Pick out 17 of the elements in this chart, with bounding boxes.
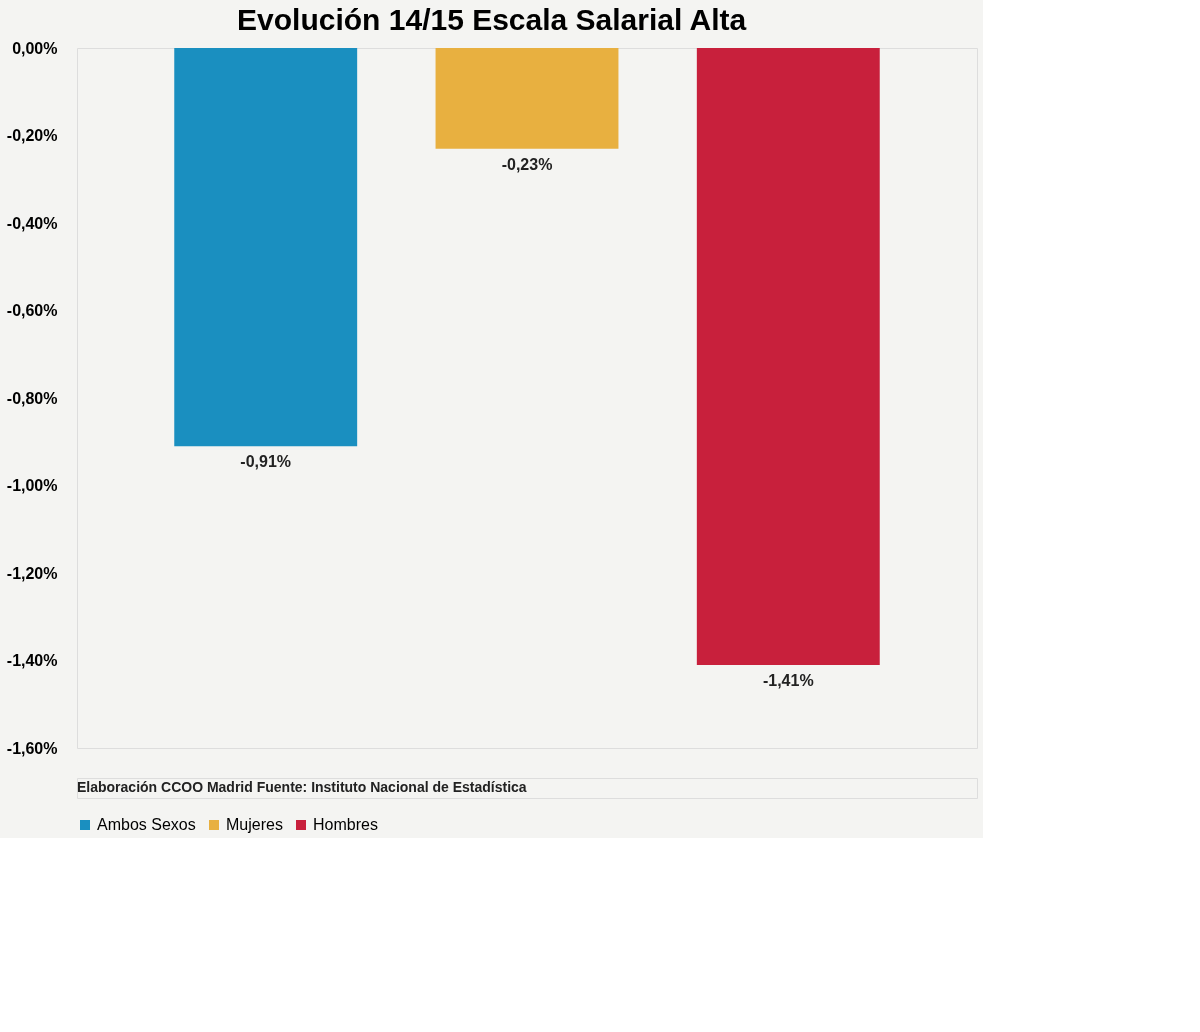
legend-label: Mujeres [226, 816, 283, 833]
y-tick-label: -1,00% [6, 477, 58, 494]
legend-label: Ambos Sexos [97, 816, 196, 833]
data-label: -0,23% [501, 155, 553, 173]
y-tick-label: -0,40% [6, 214, 58, 232]
y-tick-label: -1,60% [6, 739, 58, 757]
y-tick-label: -0,80% [6, 389, 58, 407]
y-tick-label: -1,40% [6, 652, 58, 669]
data-label: -1,41% [762, 671, 814, 689]
chart-title: Evolución 14/15 Escala Salarial Alta [237, 2, 747, 36]
y-tick-label: -1,20% [6, 564, 58, 582]
text: Elaboración CCOO Madrid Fuente: Instituto Nacional de Estadística [77, 779, 527, 795]
y-tick-label: 0,00% [12, 39, 58, 57]
y-tick-label: -0,20% [6, 127, 58, 144]
legend-label: Hombres [313, 816, 378, 833]
y-tick-label: -0,60% [6, 302, 58, 319]
data-label: -0,91% [240, 453, 292, 471]
